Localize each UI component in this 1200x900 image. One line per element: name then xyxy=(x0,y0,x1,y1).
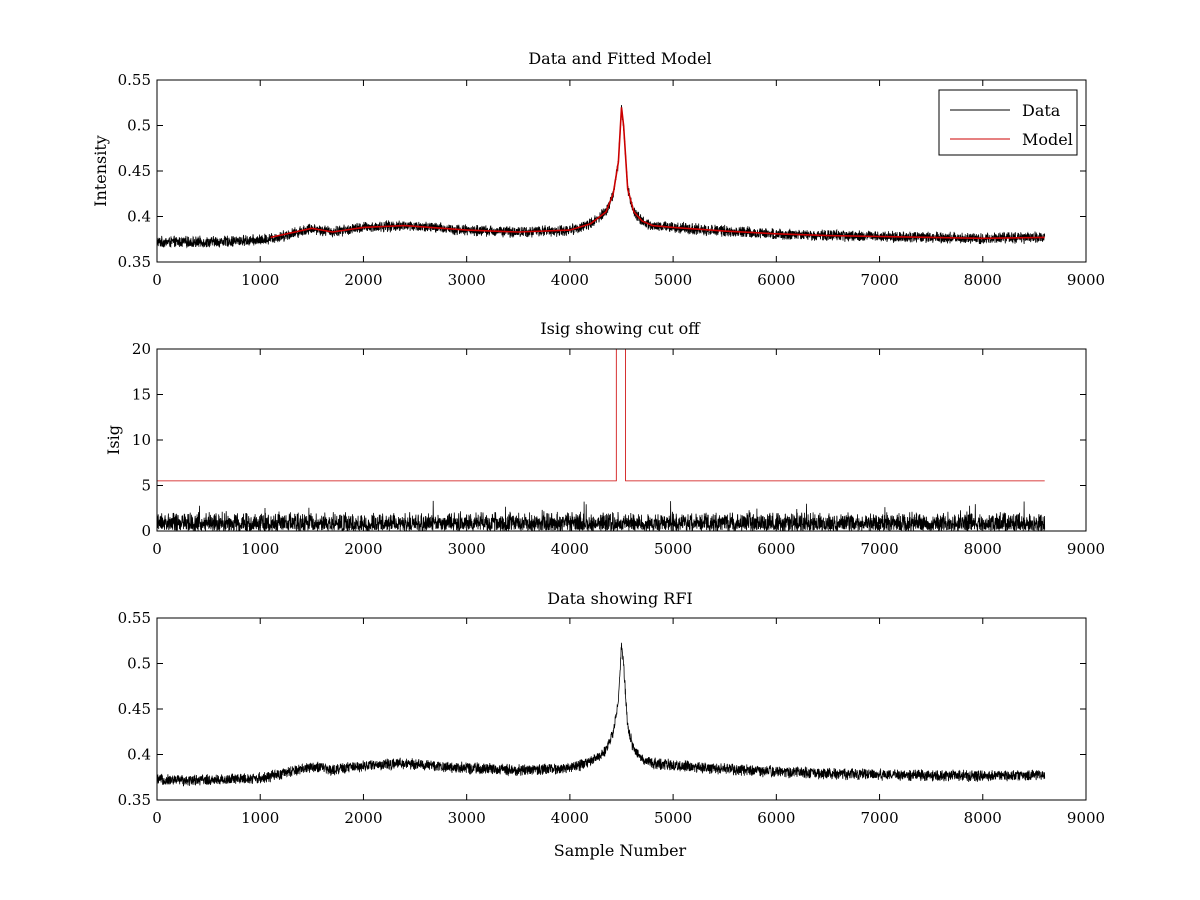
x-tick-label: 7000 xyxy=(860,809,898,827)
y-tick-label: 0.45 xyxy=(118,162,151,180)
x-tick-label: 9000 xyxy=(1067,271,1105,289)
x-tick-label: 5000 xyxy=(654,271,692,289)
panel-data-and-fitted-model: Data and Fitted Model Intensity 0 1000 200… xyxy=(91,49,1105,289)
x-tick-label: 3000 xyxy=(448,540,486,558)
panel-title: Isig showing cut off xyxy=(540,319,701,338)
x-tick-label: 3000 xyxy=(448,271,486,289)
series-group xyxy=(157,104,1046,249)
x-tick-label: 9000 xyxy=(1067,809,1105,827)
y-tick-label: 10 xyxy=(132,431,151,449)
y-tick-label: 15 xyxy=(132,386,151,404)
panel-isig-showing-cut-off: Isig showing cut off Isig 0 1000 2000 3000 4… xyxy=(104,319,1105,558)
series-line-model xyxy=(270,107,1045,240)
x-tick-label: 6000 xyxy=(757,540,795,558)
legend: Data Model xyxy=(938,89,1078,156)
x-tick-label: 5000 xyxy=(654,809,692,827)
series-group xyxy=(157,642,1046,787)
y-axis-label: Isig xyxy=(104,425,123,455)
panel-data-showing-rfi: Data showing RFI Sample Number 0 1000 2000… xyxy=(118,589,1106,860)
panel-title: Data showing RFI xyxy=(547,589,692,608)
x-tick-label: 9000 xyxy=(1067,540,1105,558)
series-line-threshold xyxy=(157,349,1045,482)
y-tick-label: 0 xyxy=(141,522,151,540)
legend-box xyxy=(938,89,1078,156)
y-tick-label: 0.55 xyxy=(118,71,151,89)
y-tick-label: 0.45 xyxy=(118,700,151,718)
x-tick-label: 1000 xyxy=(241,271,279,289)
x-tick-label: 1000 xyxy=(241,540,279,558)
y-tick-label: 0.55 xyxy=(118,609,151,627)
y-tick-label: 0.35 xyxy=(118,791,151,809)
x-tick-label: 0 xyxy=(152,540,162,558)
x-tick-label: 3000 xyxy=(448,809,486,827)
panel-title: Data and Fitted Model xyxy=(528,49,711,68)
x-tick-label: 8000 xyxy=(964,271,1002,289)
y-tick-label: 20 xyxy=(132,340,151,358)
x-tick-label: 7000 xyxy=(860,540,898,558)
x-tick-label: 6000 xyxy=(757,271,795,289)
x-tick-label: 8000 xyxy=(964,540,1002,558)
y-tick-label: 0.5 xyxy=(127,655,151,673)
x-axis-label: Sample Number xyxy=(554,841,687,860)
y-tick-label: 0.35 xyxy=(118,253,151,271)
x-tick-label: 7000 xyxy=(860,271,898,289)
y-axis-label: Intensity xyxy=(91,135,110,207)
x-tick-label: 4000 xyxy=(551,809,589,827)
x-tick-label: 5000 xyxy=(654,540,692,558)
x-tick-label: 2000 xyxy=(344,271,382,289)
y-tick-label: 0.4 xyxy=(127,208,151,226)
x-tick-label: 0 xyxy=(152,271,162,289)
series-line-signal xyxy=(157,642,1046,787)
y-tick-label: 0.5 xyxy=(127,117,151,135)
plot-area: 0 1000 2000 3000 4000 5000 6000 7000 8000 9000 0.3… xyxy=(118,609,1106,827)
y-tick-label: 5 xyxy=(141,477,151,495)
x-tick-label: 2000 xyxy=(344,809,382,827)
x-tick-label: 0 xyxy=(152,809,162,827)
x-tick-label: 4000 xyxy=(551,271,589,289)
plot-area: 0 1000 2000 3000 4000 5000 6000 7000 8000 9000 0 5 1… xyxy=(132,340,1105,558)
x-tick-label: 2000 xyxy=(344,540,382,558)
x-tick-label: 8000 xyxy=(964,809,1002,827)
x-tick-label: 1000 xyxy=(241,809,279,827)
legend-entry-data: Data xyxy=(1022,101,1061,120)
legend-entry-model: Model xyxy=(1022,130,1073,149)
plot-area: 0 1000 2000 3000 4000 5000 6000 7000 8000 9000 0.3… xyxy=(118,71,1106,289)
y-tick-label: 0.4 xyxy=(127,746,151,764)
x-tick-label: 6000 xyxy=(757,809,795,827)
x-tick-label: 4000 xyxy=(551,540,589,558)
